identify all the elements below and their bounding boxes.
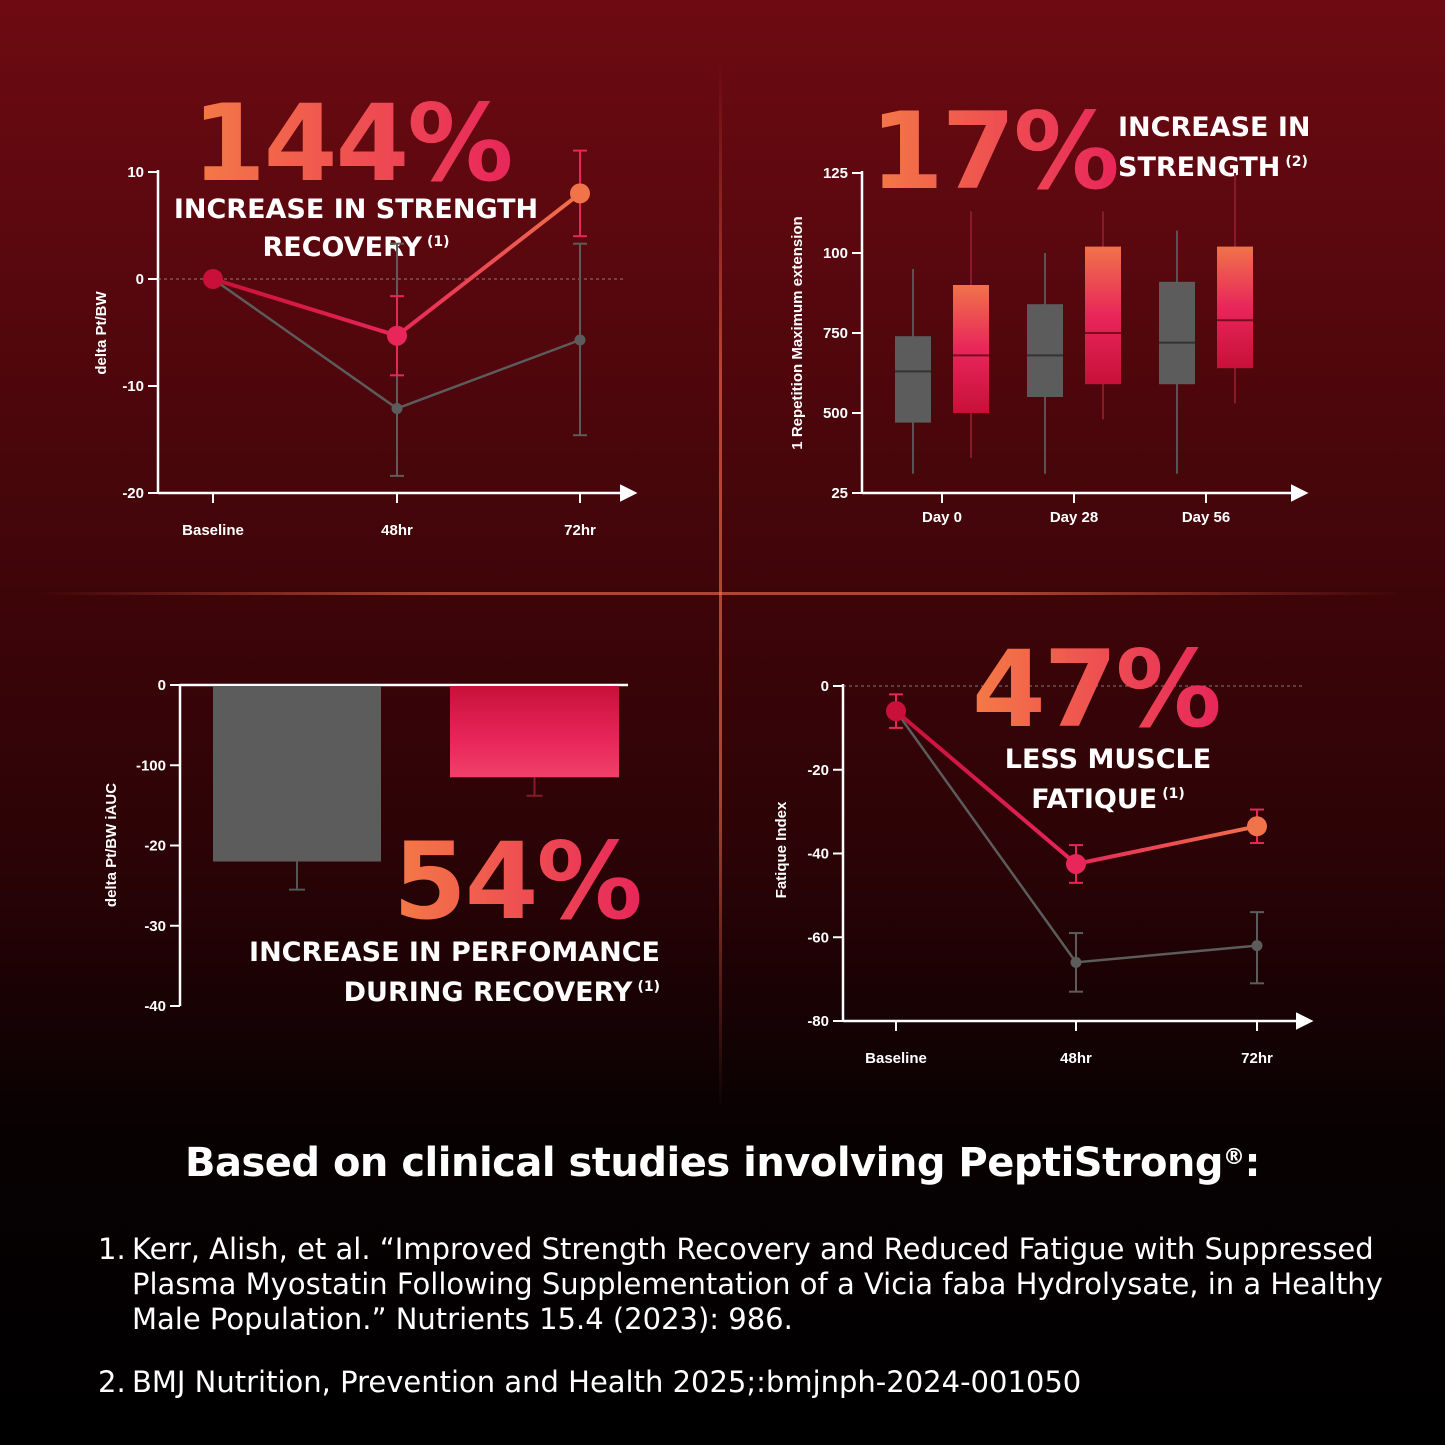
peptistrong-data-point [1247,816,1267,837]
reference-item: 1. Kerr, Alish, et al. “Improved Strengt… [98,1232,1398,1337]
one-rep-max-headline-line1: INCREASE IN [1118,112,1311,143]
y-tick-label: 750 [823,325,848,342]
muscle-fatigue-headline-line1: LESS MUSCLE [1005,744,1211,775]
placebo-bar [213,686,381,862]
strength-recovery-chart: 144% INCREASE IN STRENGTH RECOVERY (1) de… [93,82,638,539]
one-rep-max-percent: 17% [870,90,1118,213]
peptistrong-data-point [570,183,590,204]
peptistrong-data-point [886,701,906,722]
vertical-divider [719,60,722,1110]
peptistrong-box [953,285,989,413]
muscle-fatigue-ylabel: Fatique Index [773,801,790,898]
footer: Based on clinical studies involving Pept… [0,1140,1445,1186]
placebo-data-point [1251,940,1263,952]
strength-recovery-ylabel: delta Pt/BW [93,290,110,374]
muscle-fatigue-chart: 0 -20 -40 -60 -80 Baseline 48hr 72hr 47% LESS M… [773,628,1314,1067]
y-tick-label: 0 [158,677,166,694]
reference-text: Kerr, Alish, et al. “Improved Strength R… [132,1232,1383,1336]
peptistrong-data-point [203,269,223,289]
performance-recovery-percent: 54% [393,820,641,943]
x-tick-label: Day 0 [922,509,962,526]
y-tick-label: -80 [807,1013,829,1030]
one-rep-max-chart: 17% INCREASE IN STRENGTH (2) 1 Repetition… [789,90,1311,526]
y-tick-label: 0 [136,271,144,288]
y-tick-label: 100 [823,245,848,262]
performance-recovery-headline-line1: INCREASE IN PERFOMANCE [249,937,660,968]
x-tick-label: Baseline [865,1050,927,1067]
y-tick-label: -30 [144,918,166,935]
reference-item: 2. BMJ Nutrition, Prevention and Health … [98,1365,1398,1400]
footer-title: Based on clinical studies involving Pept… [0,1140,1445,1186]
x-tick-label: Baseline [182,522,244,539]
x-tick-label: 72hr [1241,1050,1273,1067]
y-tick-label: 0 [821,678,829,695]
footer-title-suffix: : [1244,1140,1261,1186]
y-tick-label: -40 [807,846,829,863]
performance-recovery-chart: delta Pt/BW iAUC 0 -100 -20 -30 -40 54% INCR… [103,677,660,1015]
performance-recovery-ref: (1) [637,979,660,995]
strength-recovery-line2-text: RECOVERY [262,232,422,263]
registered-mark: ® [1223,1145,1245,1170]
y-tick-label: 25 [831,485,848,502]
placebo-box [895,336,931,423]
x-tick-label: 72hr [564,522,596,539]
y-tick-label: 10 [127,164,144,181]
reference-number: 1. [98,1232,126,1266]
reference-text: BMJ Nutrition, Prevention and Health 202… [132,1365,1082,1399]
strength-recovery-ref: (1) [427,234,450,250]
y-tick-label: -20 [122,485,144,502]
strength-recovery-percent: 144% [192,82,511,205]
muscle-fatigue-headline-line2: FATIQUE (1) [1031,784,1184,815]
y-tick-label: 125 [823,165,848,182]
performance-recovery-headline-line2: DURING RECOVERY (1) [344,977,660,1008]
peptistrong-box [1085,246,1121,385]
one-rep-max-headline-line2: STRENGTH (2) [1118,152,1308,183]
performance-recovery-ylabel: delta Pt/BW iAUC [103,783,120,907]
x-tick-label: 48hr [381,522,413,539]
peptistrong-data-point [1066,853,1086,874]
placebo-box [1159,281,1195,385]
references-list: 1. Kerr, Alish, et al. “Improved Strengt… [98,1232,1398,1428]
peptistrong-data-point [387,325,407,346]
peptistrong-box [1217,246,1253,369]
peptistrong-bar [450,686,619,778]
x-tick-label: Day 28 [1050,509,1098,526]
placebo-data-point [574,334,586,346]
y-tick-label: 500 [823,405,848,422]
one-rep-max-ref: (2) [1285,154,1308,170]
x-tick-label: Day 56 [1182,509,1230,526]
charts-canvas: 144% INCREASE IN STRENGTH RECOVERY (1) de… [93,82,1314,1067]
footer-title-prefix: Based on clinical studies involving [184,1140,959,1186]
reference-number: 2. [98,1365,126,1399]
placebo-box [1027,304,1063,397]
placebo-data-point [391,402,403,414]
strength-recovery-headline-line1: INCREASE IN STRENGTH [174,194,538,225]
one-rep-max-ylabel: 1 Repetition Maximum extension [789,216,806,449]
x-tick-label: 48hr [1060,1050,1092,1067]
one-rep-max-line2-text: STRENGTH [1118,152,1280,183]
y-tick-label: -40 [144,998,166,1015]
muscle-fatigue-line2-text: FATIQUE [1031,784,1157,815]
muscle-fatigue-percent: 47% [972,628,1220,751]
y-tick-label: -10 [122,378,144,395]
y-tick-label: -20 [807,762,829,779]
strength-recovery-headline-line2: RECOVERY (1) [262,232,449,263]
performance-recovery-line2-text: DURING RECOVERY [344,977,633,1008]
y-tick-label: -60 [807,929,829,946]
muscle-fatigue-ref: (1) [1162,786,1185,802]
y-tick-label: -100 [136,757,166,774]
brand-name: PeptiStrong [958,1140,1224,1186]
horizontal-divider [40,592,1400,595]
y-tick-label: -20 [144,838,166,855]
placebo-data-point [1070,956,1082,968]
